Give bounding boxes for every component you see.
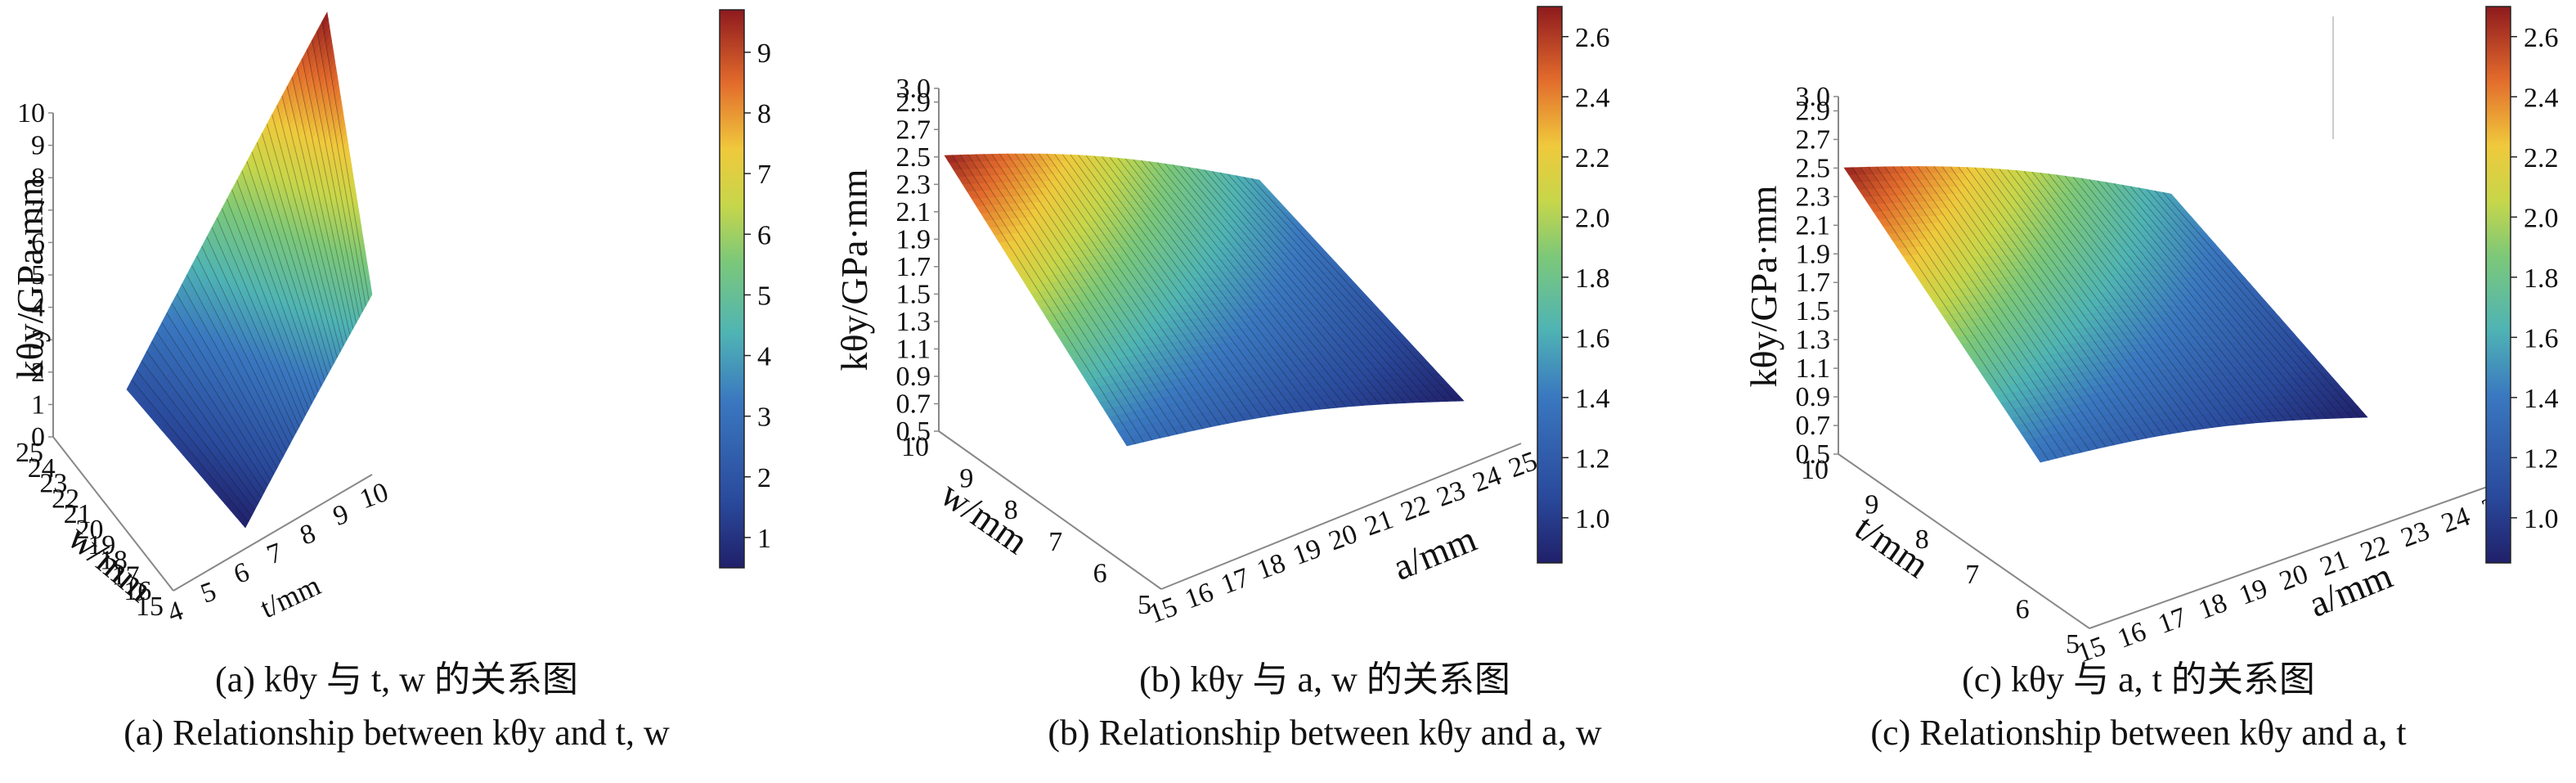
- z-tick-label: 9: [31, 131, 45, 161]
- panel-a-surface: [126, 11, 373, 529]
- axis2-tick-label: 23: [1433, 475, 1470, 513]
- panel-b-colorbar: 1.0 1.2 1.4 1.6 1.8 2.0 2.2 2.4 2.6: [1537, 6, 1610, 564]
- axis1-tick-label: 10: [901, 432, 929, 462]
- axis2-tick-label: 5: [197, 576, 221, 610]
- z-tick-label: 1.7: [896, 252, 931, 282]
- colorbar-tick-label: 3: [757, 403, 771, 433]
- axis2-tick-label: 24: [1469, 461, 1506, 498]
- z-tick-label: 3.0: [896, 74, 931, 104]
- axis2-tick-label: 8: [296, 518, 320, 551]
- colorbar-bar: [1537, 6, 1563, 564]
- axis2-tick-label: 10: [356, 477, 393, 515]
- z-tick-label: 0.7: [896, 389, 931, 419]
- z-tick-label: 2.7: [896, 115, 931, 145]
- z-tick-label: 1.9: [896, 224, 931, 254]
- z-tick-label: 1.3: [896, 307, 931, 337]
- axis2-tick-label: 6: [230, 557, 254, 591]
- axis2-tick-label: 25: [1505, 446, 1542, 484]
- colorbar-bar: [719, 9, 745, 569]
- colorbar-tick-label: 1.8: [1575, 263, 1610, 294]
- colorbar-tick-label: 7: [757, 160, 771, 190]
- panel-a-axis2-label: t/mm: [255, 569, 325, 624]
- axis1-tick-label: 7: [1048, 527, 1062, 557]
- panel-c: 0.50.70.91.11.31.51.71.92.12.32.52.72.93…: [1743, 6, 2559, 668]
- axis2-tick-label: 9: [330, 499, 353, 533]
- colorbar-tick-label: 2.4: [1575, 83, 1610, 113]
- colorbar-tick-label: 1.0: [1575, 504, 1610, 534]
- z-tick-label: 1.1: [896, 334, 931, 364]
- z-tick-label: 2.1: [896, 197, 931, 227]
- axis2-tick-label: 20: [1325, 519, 1362, 556]
- panel-b: 0.50.70.91.11.31.51.71.92.12.32.52.72.93…: [833, 6, 1610, 629]
- z-tick-label: 0.9: [896, 362, 931, 392]
- panel-b-surface: [944, 153, 1465, 447]
- colorbar-tick-label: 1.2: [1575, 443, 1610, 474]
- panel-b-axis2-label: a/mm: [1387, 517, 1482, 588]
- colorbar-tick-label: 1.4: [1575, 384, 1610, 414]
- panel-a-colorbar: 1 2 3 4 5 6 7 8 9: [719, 9, 771, 569]
- axis2-tick-label: 17: [1217, 562, 1254, 600]
- axis2-tick-label: 4: [164, 596, 187, 629]
- z-tick-label: 1.5: [896, 279, 931, 309]
- colorbar-tick-label: 4: [757, 342, 771, 372]
- axis2-tick-label: 19: [1289, 533, 1326, 571]
- axis2-tick-label: 7: [263, 538, 287, 571]
- colorbar-tick-label: 6: [757, 220, 771, 250]
- colorbar-tick-label: 1: [757, 524, 771, 554]
- colorbar-tick-label: 2.2: [1575, 143, 1610, 173]
- colorbar-tick-label: 9: [757, 38, 771, 69]
- colorbar-tick-label: 8: [757, 99, 771, 129]
- colorbar-tick-label: 2.0: [1575, 203, 1610, 233]
- axis2-tick-label: 16: [1181, 577, 1218, 614]
- colorbar-tick-label: 2.6: [1575, 23, 1610, 53]
- axis2-tick-label: 21: [1361, 504, 1398, 542]
- colorbar-tick-label: 1.6: [1575, 323, 1610, 353]
- z-tick-label: 2.5: [896, 142, 931, 173]
- z-tick-label: 2.3: [896, 169, 931, 200]
- axis2-tick-label: 22: [1397, 489, 1434, 527]
- panel-b-z-ticks: 0.50.70.91.11.31.51.71.92.12.32.52.72.93…: [896, 74, 939, 447]
- axis1-tick-label: 6: [1093, 558, 1107, 588]
- panel-b-axis1-label: w/mm: [933, 473, 1036, 562]
- panel-a-z-label: kθy/GPa·mm: [9, 177, 51, 379]
- panel-b-axis2-ticks: 15 16 17 18 19 20 21 22 23 24 25: [1145, 446, 1542, 629]
- z-tick-label: 10: [17, 98, 45, 128]
- colorbar-tick-label: 2: [757, 463, 771, 493]
- colorbar-tick-label: 5: [757, 281, 771, 311]
- panel-b-z-label: kθy/GPa·mm: [833, 169, 875, 371]
- axis2-tick-label: 18: [1253, 548, 1290, 586]
- z-tick-label: 1: [31, 389, 45, 420]
- panel-c-surface: [1843, 166, 2368, 463]
